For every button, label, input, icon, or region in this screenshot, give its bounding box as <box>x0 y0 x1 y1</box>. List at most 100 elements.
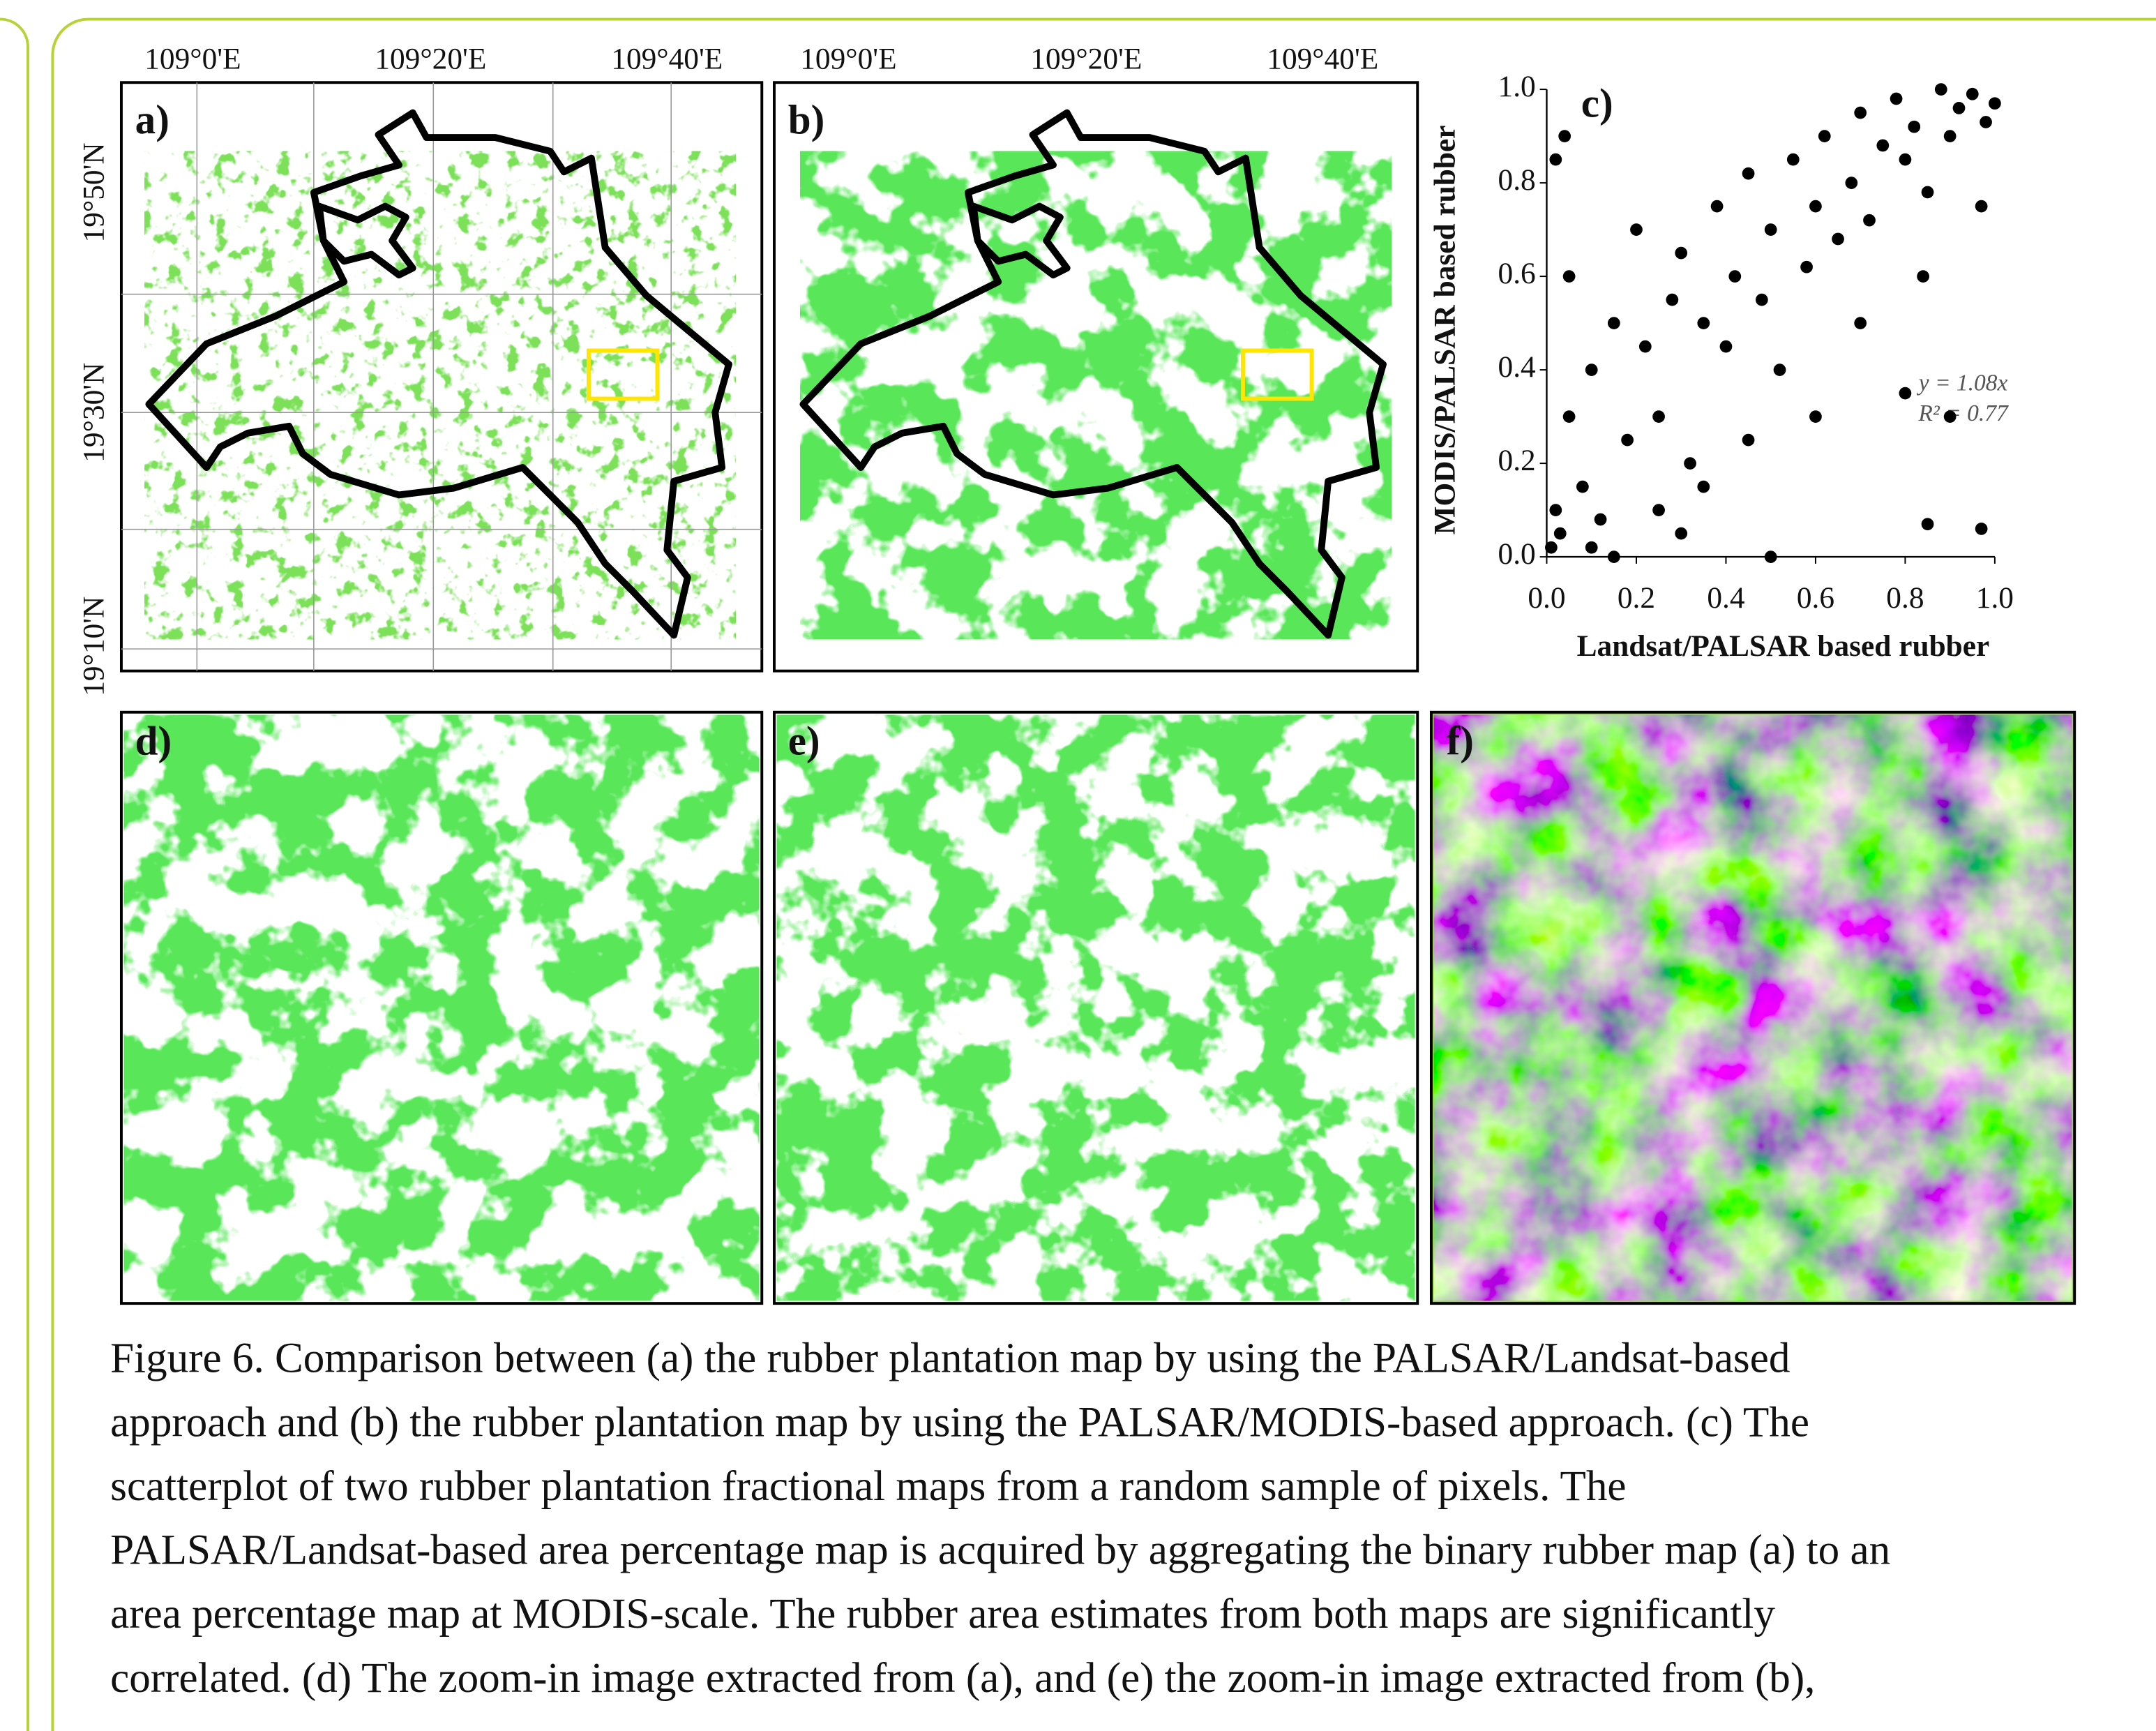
point <box>1854 107 1867 119</box>
point <box>1608 550 1620 563</box>
point <box>1652 504 1665 516</box>
annotation: R² = 0.77 <box>1917 400 2009 426</box>
point <box>1697 481 1710 493</box>
lon-label: 109°0'E <box>144 43 241 76</box>
caption-line: area percentage map at MODIS-scale. The … <box>110 1591 1775 1638</box>
caption-line: PALSAR/Landsat-based area percentage map… <box>110 1527 1890 1574</box>
point <box>1549 153 1562 166</box>
y-tick-label: 0.8 <box>1498 163 1536 197</box>
panel-label: e) <box>788 718 820 764</box>
point <box>1697 317 1710 329</box>
point <box>1684 457 1696 470</box>
point <box>1554 527 1567 540</box>
lat-label: 19°50'N <box>77 142 110 242</box>
point <box>1545 541 1558 554</box>
rubber-pixels <box>777 715 1415 1301</box>
lon-label: 109°40'E <box>611 43 723 76</box>
point <box>1576 481 1589 493</box>
point <box>1953 102 1966 114</box>
point <box>1549 504 1562 516</box>
scatter-plot: c) Landsat/PALSAR based rubber MODIS/PAL… <box>1428 70 2014 663</box>
zoom-d: d) <box>121 712 762 1303</box>
point <box>1863 214 1876 227</box>
point <box>1966 88 1979 100</box>
lat-label: 19°10'N <box>77 597 110 696</box>
point <box>1845 177 1857 189</box>
point <box>1728 270 1741 283</box>
point <box>1944 130 1957 142</box>
point <box>1608 317 1620 329</box>
point <box>1876 140 1889 152</box>
x-tick-label: 0.6 <box>1797 581 1834 615</box>
point <box>1975 523 1988 535</box>
point <box>1639 340 1652 353</box>
rubber-pixels <box>144 151 735 640</box>
point <box>1908 121 1920 133</box>
point <box>1585 364 1598 376</box>
caption: Figure 6. Comparison between (a) the rub… <box>110 1335 1890 1702</box>
point <box>1809 410 1822 423</box>
panel-label: f) <box>1447 718 1474 764</box>
x-tick-label: 0.4 <box>1707 581 1744 615</box>
map-a: a) 109°0'E 109°20'E 109°40'E 19°50'N 19°… <box>77 43 762 696</box>
x-tick-label: 0.2 <box>1618 581 1655 615</box>
caption-line: correlated. (d) The zoom-in image extrac… <box>110 1655 1815 1702</box>
caption-line: approach and (b) the rubber plantation m… <box>110 1399 1809 1446</box>
point <box>1935 83 1947 96</box>
point <box>1922 186 1934 199</box>
point <box>1809 200 1822 213</box>
lat-label: 19°30'N <box>77 363 110 463</box>
panel-label: a) <box>135 96 169 142</box>
point <box>1980 116 1992 128</box>
point <box>1711 200 1724 213</box>
satellite-image <box>1434 715 2072 1301</box>
panel-label: b) <box>788 96 825 142</box>
point <box>1922 518 1934 530</box>
figure: a) 109°0'E 109°20'E 109°40'E 19°50'N 19°… <box>0 0 2156 1731</box>
point <box>1563 410 1576 423</box>
lon-label: 109°40'E <box>1267 43 1378 76</box>
x-tick-label: 0.0 <box>1528 581 1565 615</box>
point <box>1899 153 1912 166</box>
y-tick-label: 0.0 <box>1498 537 1536 571</box>
point <box>1742 434 1755 447</box>
caption-line: Figure 6. Comparison between (a) the rub… <box>110 1335 1790 1382</box>
x-axis-label: Landsat/PALSAR based rubber <box>1577 629 1990 663</box>
point <box>1800 261 1813 273</box>
point <box>1742 167 1755 180</box>
point <box>1774 364 1786 376</box>
point <box>1832 233 1844 246</box>
annotation: y = 1.08x <box>1917 370 2008 396</box>
x-tick-label: 1.0 <box>1976 581 2014 615</box>
zoom-f: f) <box>1431 712 2074 1303</box>
point <box>1652 410 1665 423</box>
point <box>1917 270 1929 283</box>
point <box>1666 294 1678 306</box>
y-tick-label: 0.4 <box>1498 350 1536 384</box>
y-tick-label: 1.0 <box>1498 70 1536 103</box>
point <box>1675 247 1687 260</box>
rubber-pixels <box>800 151 1391 640</box>
point <box>1854 317 1867 329</box>
panel-label: d) <box>135 718 172 764</box>
point <box>1944 410 1957 423</box>
frame-left <box>0 20 28 1731</box>
y-tick-label: 0.6 <box>1498 257 1536 290</box>
rubber-pixels <box>124 715 759 1301</box>
map-b: b) 109°0'E 109°20'E 109°40'E <box>774 43 1417 671</box>
point <box>1756 294 1768 306</box>
point <box>1563 270 1576 283</box>
lon-label: 109°0'E <box>800 43 896 76</box>
lon-label: 109°20'E <box>375 43 486 76</box>
caption-line: scatterplot of two rubber plantation fra… <box>110 1463 1626 1510</box>
point <box>1975 200 1988 213</box>
point <box>1787 153 1800 166</box>
point <box>1890 93 1903 105</box>
point <box>1818 130 1831 142</box>
point <box>1558 130 1571 142</box>
y-axis-label: MODIS/PALSAR based rubber <box>1428 126 1462 535</box>
point <box>1765 223 1777 236</box>
point <box>1765 550 1777 563</box>
y-tick-label: 0.2 <box>1498 444 1536 477</box>
point <box>1630 223 1643 236</box>
